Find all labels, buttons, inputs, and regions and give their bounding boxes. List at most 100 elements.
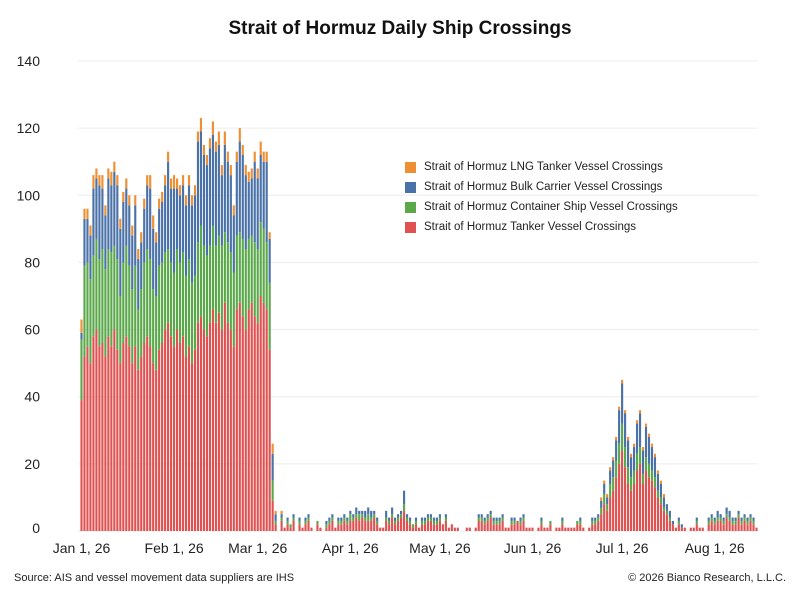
bar-segment: [95, 178, 98, 239]
bar-segment: [546, 527, 549, 531]
bar-segment: [143, 208, 146, 263]
bar-segment: [656, 497, 660, 531]
bar-segment: [244, 175, 247, 249]
bar-segment: [164, 252, 167, 330]
bar-segment: [167, 161, 170, 249]
bar-segment: [271, 480, 274, 501]
bar-segment: [519, 524, 522, 531]
bar-segment: [349, 514, 352, 521]
bar-segment: [647, 433, 651, 437]
bar-segment: [405, 517, 409, 521]
bar-segment: [600, 507, 603, 515]
bar-segment: [211, 134, 214, 226]
bar-segment: [289, 527, 292, 531]
bar-segment: [716, 510, 719, 518]
bar-segment: [116, 259, 119, 350]
bar-segment: [668, 517, 671, 521]
bar-segment: [358, 520, 361, 531]
bar-segment: [411, 524, 415, 528]
bar-segment: [650, 443, 654, 448]
bar-segment: [268, 238, 271, 283]
bar-segment: [594, 517, 597, 521]
bar-segment: [486, 514, 489, 518]
bar-segment: [603, 494, 606, 505]
bar-segment: [695, 524, 698, 531]
bar-segment: [89, 225, 92, 236]
bar-segment: [178, 185, 182, 196]
bar-segment: [408, 520, 412, 525]
bar-segment: [653, 457, 657, 478]
bar-segment: [220, 329, 223, 531]
bar-segment: [629, 457, 633, 478]
bar-segment: [343, 514, 346, 518]
bar-segment: [128, 265, 131, 347]
bar-segment: [161, 343, 164, 531]
bar-segment: [86, 218, 89, 263]
bar-segment: [301, 527, 304, 531]
bar-segment: [337, 524, 340, 531]
bar-segment: [173, 346, 176, 531]
legend-swatch-lng: [405, 161, 416, 173]
bar-segment: [196, 131, 200, 142]
copyright-note: © 2026 Bianco Research, L.L.C.: [628, 572, 786, 584]
bar-segment: [253, 316, 256, 531]
bar-segment: [307, 520, 310, 531]
bar-segment: [367, 520, 370, 531]
bar-segment: [423, 517, 427, 521]
bar-segment: [181, 185, 185, 253]
bar-segment: [477, 514, 480, 518]
bar-segment: [644, 470, 648, 531]
bar-segment: [501, 517, 504, 521]
bar-segment: [492, 520, 495, 525]
bar-segment: [755, 527, 758, 531]
bar-segment: [119, 228, 122, 296]
bar-segment: [609, 484, 612, 498]
bar-segment: [662, 507, 665, 511]
legend: Strait of Hormuz LNG Tanker Vessel Cross…: [405, 157, 678, 237]
legend-label-tanker: Strait of Hormuz Tanker Vessel Crossings: [424, 221, 636, 233]
bar-segment: [629, 477, 633, 491]
bar-segment: [155, 296, 158, 370]
bar-segment: [683, 527, 686, 531]
bar-segment: [310, 527, 313, 531]
bar-segment: [146, 336, 149, 531]
bar-segment: [86, 262, 89, 347]
bar-segment: [627, 467, 630, 484]
bar-segment: [561, 520, 564, 525]
bar-segment: [280, 510, 283, 515]
bar-segment: [259, 222, 262, 296]
bar-segment: [140, 289, 143, 357]
bar-segment: [173, 272, 176, 347]
bar-segment: [238, 128, 241, 142]
bar-segment: [178, 343, 182, 531]
bar-segment: [196, 242, 200, 323]
bar-segment: [582, 527, 585, 531]
bar-segment: [615, 440, 618, 461]
x-tick-label: Aug 1, 26: [685, 540, 745, 556]
bar-segment: [653, 477, 657, 488]
bar-segment: [116, 349, 119, 531]
bar-segment: [214, 322, 217, 531]
legend-item-tanker: Strait of Hormuz Tanker Vessel Crossings: [405, 217, 678, 237]
bar-segment: [707, 520, 710, 525]
bar-segment: [489, 514, 492, 518]
bar-segment: [394, 524, 397, 531]
bar-segment: [217, 144, 220, 236]
bar-segment: [576, 520, 579, 525]
bar-segment: [397, 517, 400, 521]
bar-segment: [373, 510, 376, 515]
bar-segment: [486, 520, 489, 531]
bar-segment: [513, 520, 516, 525]
y-tick-label: 60: [24, 322, 40, 338]
bar-segment: [429, 514, 433, 518]
bar-segment: [618, 406, 621, 411]
bar-segment: [164, 185, 167, 253]
bar-segment: [155, 369, 158, 531]
bar-segment: [176, 178, 179, 189]
bar-segment: [510, 520, 513, 525]
bar-segment: [232, 205, 235, 216]
bar-segment: [181, 336, 185, 531]
bar-segment: [346, 517, 349, 521]
bar-segment: [149, 175, 152, 189]
bar-segment: [170, 178, 173, 189]
